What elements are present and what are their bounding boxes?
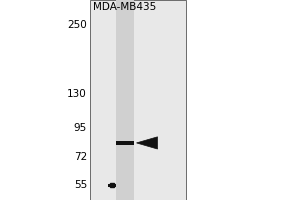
Text: 250: 250 [67, 20, 87, 30]
Bar [116, 141, 134, 145]
Bar [90, 0, 186, 200]
Text: 72: 72 [74, 152, 87, 162]
Text: 55: 55 [74, 180, 87, 190]
Text: MDA-MB435: MDA-MB435 [93, 2, 156, 12]
Bar [116, 0, 134, 200]
Text: 95: 95 [74, 123, 87, 133]
Bar [108, 184, 116, 187]
Text: 130: 130 [67, 89, 87, 99]
Polygon shape [136, 137, 158, 149]
